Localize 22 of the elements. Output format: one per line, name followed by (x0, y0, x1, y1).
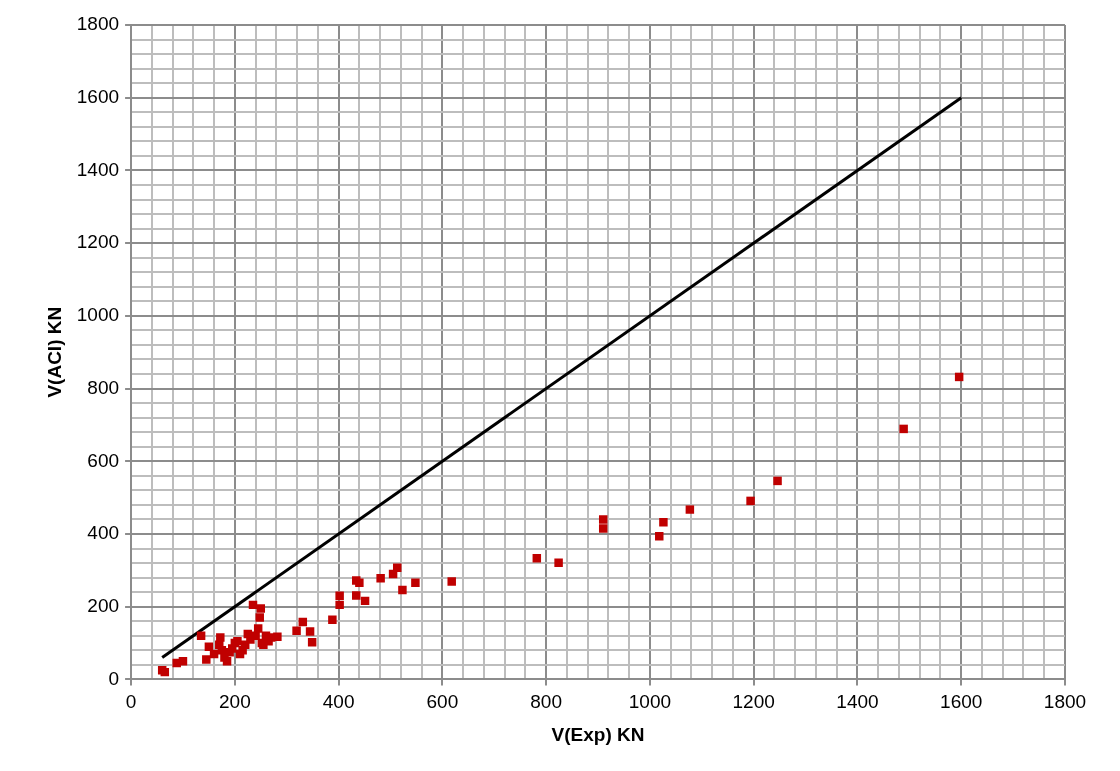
x-tick-label: 1800 (1043, 691, 1087, 713)
y-tick-label: 1000 (76, 304, 120, 326)
y-tick-label: 200 (87, 594, 120, 616)
x-tick-label: 1000 (628, 691, 672, 713)
y-tick-label: 600 (87, 449, 120, 471)
x-tick-label: 600 (426, 691, 459, 713)
y-tick-label: 400 (87, 522, 120, 544)
y-axis-title: V(ACI) KN (43, 306, 65, 398)
y-tick-label: 1400 (76, 158, 120, 180)
y-tick-label: 800 (87, 376, 120, 398)
x-tick-label: 800 (530, 691, 562, 713)
x-tick-label: 200 (218, 691, 251, 713)
x-tick-label: 1600 (940, 691, 983, 713)
y-tick-label: 1800 (76, 13, 120, 35)
y-tick-label: 1200 (76, 231, 120, 253)
x-tick-label: 1400 (836, 691, 879, 713)
y-tick-label: 1600 (76, 85, 120, 107)
x-axis-title: V(Exp) KN (551, 723, 645, 745)
y-tick-label: 0 (108, 667, 120, 689)
x-tick-label: 1200 (732, 691, 775, 713)
x-tick-label: 400 (322, 691, 355, 713)
x-tick-label: 0 (125, 691, 137, 713)
